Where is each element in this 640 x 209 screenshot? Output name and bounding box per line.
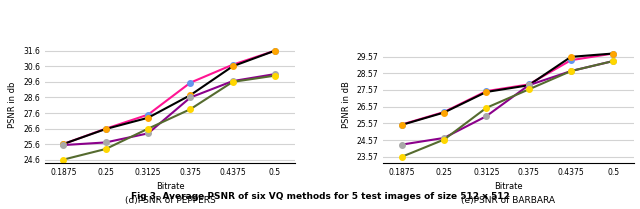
Text: Fig 3. Average PSNR of six VQ methods for 5 test images of size 512 x 512: Fig 3. Average PSNR of six VQ methods fo… xyxy=(131,192,509,201)
Text: (e)PSNR of BARBARA: (e)PSNR of BARBARA xyxy=(461,196,556,205)
X-axis label: Bitrate: Bitrate xyxy=(156,182,184,191)
Y-axis label: PSNR in db: PSNR in db xyxy=(8,81,17,128)
Text: (d)PSNR of PEPPERS: (d)PSNR of PEPPERS xyxy=(125,196,216,205)
Y-axis label: PSNR in dB: PSNR in dB xyxy=(342,81,351,128)
X-axis label: Bitrate: Bitrate xyxy=(494,182,523,191)
